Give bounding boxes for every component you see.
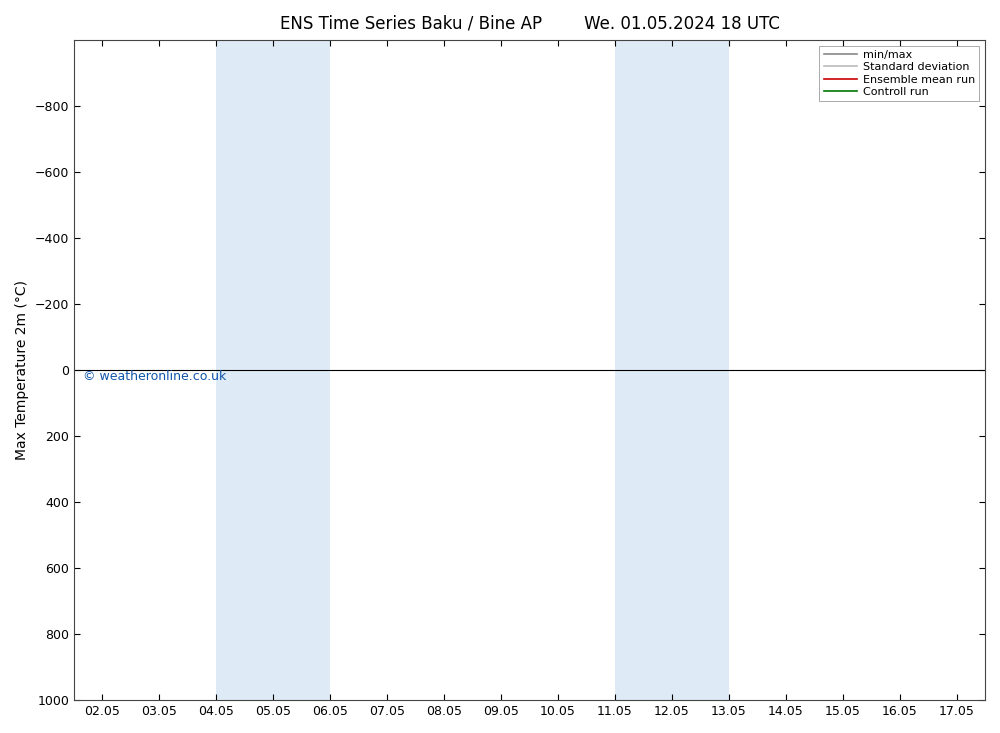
Bar xyxy=(216,40,330,700)
Legend: min/max, Standard deviation, Ensemble mean run, Controll run: min/max, Standard deviation, Ensemble me… xyxy=(819,45,979,101)
Text: © weatheronline.co.uk: © weatheronline.co.uk xyxy=(83,370,226,383)
Title: ENS Time Series Baku / Bine AP        We. 01.05.2024 18 UTC: ENS Time Series Baku / Bine AP We. 01.05… xyxy=(280,15,779,33)
Y-axis label: Max Temperature 2m (°C): Max Temperature 2m (°C) xyxy=(15,280,29,460)
Bar xyxy=(615,40,729,700)
